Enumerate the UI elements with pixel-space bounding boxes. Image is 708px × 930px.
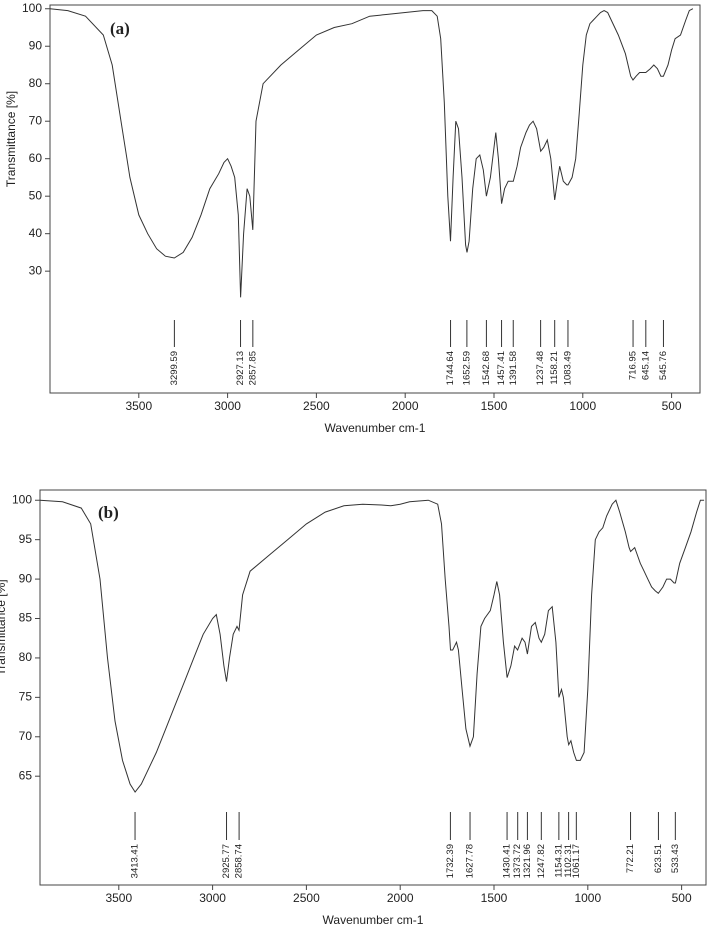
y-tick-label: 80 [19, 650, 33, 664]
peak-label: 1247.82 [536, 844, 547, 878]
peak-label: 645.14 [640, 351, 651, 380]
x-tick-label: 2000 [392, 399, 419, 413]
peak-label: 1542.68 [481, 351, 492, 385]
x-tick-label: 1500 [481, 399, 508, 413]
y-tick-label: 90 [19, 571, 33, 585]
peak-label: 1373.72 [512, 844, 523, 878]
y-axis-label: Transmittance [%] [4, 91, 18, 187]
x-tick-label: 500 [662, 399, 682, 413]
panel-label: (a) [110, 19, 130, 38]
x-axis-label: Wavenumber cm-1 [325, 421, 426, 435]
x-tick-label: 3500 [105, 891, 132, 905]
x-tick-label: 2000 [387, 891, 414, 905]
peak-label: 1732.39 [445, 844, 456, 878]
peak-label: 3299.59 [169, 351, 180, 385]
y-tick-label: 40 [29, 226, 43, 240]
peak-label: 716.95 [628, 351, 639, 380]
x-tick-label: 1000 [574, 891, 601, 905]
peak-label: 1430.41 [502, 844, 513, 878]
x-tick-label: 3000 [214, 399, 241, 413]
plot-frame [39, 489, 707, 886]
peak-label: 1321.96 [522, 844, 533, 878]
y-tick-label: 95 [19, 532, 33, 546]
y-tick-label: 100 [22, 1, 42, 15]
peak-label: 1083.49 [562, 351, 573, 385]
plot-frame [49, 4, 701, 394]
y-tick-label: 70 [19, 729, 33, 743]
y-tick-label: 85 [19, 611, 33, 625]
peak-label: 772.21 [625, 844, 636, 873]
peak-label: 545.76 [658, 351, 669, 380]
y-tick-label: 80 [29, 76, 43, 90]
peak-label: 1391.58 [508, 351, 519, 385]
y-tick-label: 60 [29, 151, 43, 165]
peak-label: 2857.85 [247, 351, 258, 385]
spectrum-line [49, 8, 694, 298]
x-tick-label: 3500 [125, 399, 152, 413]
peak-label: 1237.48 [535, 351, 546, 385]
panel-label: (b) [98, 503, 119, 522]
y-axis-label: Transmittance [%] [0, 579, 8, 675]
peak-label: 1457.41 [496, 351, 507, 385]
peak-label: 623.51 [653, 844, 664, 873]
peak-label: 1061.17 [571, 844, 582, 878]
y-tick-label: 65 [19, 768, 33, 782]
peak-label: 1627.78 [465, 844, 476, 878]
y-tick-label: 100 [12, 492, 32, 506]
peak-label: 533.43 [670, 844, 681, 873]
peak-label: 2927.13 [235, 351, 246, 385]
y-tick-label: 70 [29, 113, 43, 127]
peak-label: 1744.64 [445, 351, 456, 385]
y-tick-label: 90 [29, 38, 43, 52]
x-tick-label: 2500 [293, 891, 320, 905]
peak-label: 1158.21 [549, 351, 560, 385]
x-tick-label: 2500 [303, 399, 330, 413]
peak-label: 1154.31 [553, 844, 564, 878]
y-tick-label: 50 [29, 188, 43, 202]
spectrum-line [39, 499, 705, 793]
x-axis-label: Wavenumber cm-1 [323, 913, 424, 927]
peak-label: 3413.41 [130, 844, 141, 878]
x-tick-label: 500 [672, 891, 692, 905]
x-tick-label: 3000 [199, 891, 226, 905]
x-tick-label: 1500 [481, 891, 508, 905]
peak-label: 2925.77 [221, 844, 232, 878]
peak-label: 2858.74 [234, 844, 245, 878]
x-tick-label: 1000 [569, 399, 596, 413]
peak-label: 1102.31 [563, 844, 574, 878]
y-tick-label: 75 [19, 690, 33, 704]
y-tick-label: 30 [29, 263, 43, 277]
peak-label: 1652.59 [461, 351, 472, 385]
